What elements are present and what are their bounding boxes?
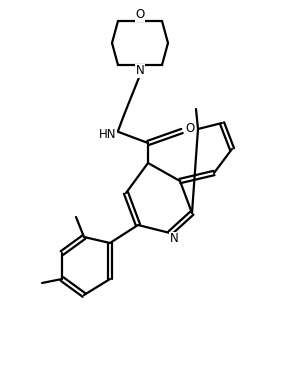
Text: N: N xyxy=(136,65,144,77)
Text: N: N xyxy=(170,233,178,246)
Text: O: O xyxy=(185,122,195,136)
Text: O: O xyxy=(135,9,145,22)
Text: HN: HN xyxy=(99,129,117,142)
